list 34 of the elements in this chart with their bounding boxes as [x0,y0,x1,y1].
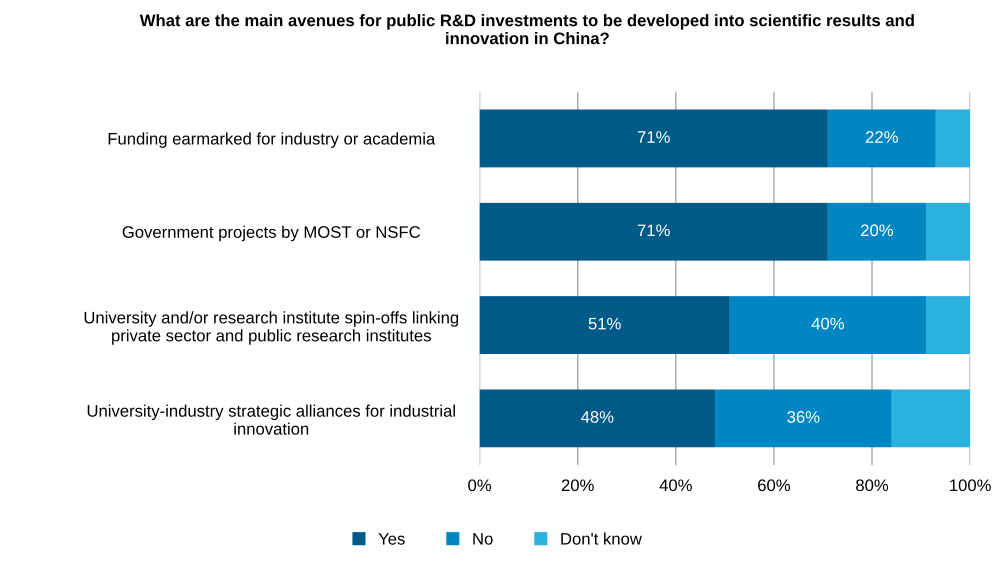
data-label: 51% [588,318,621,330]
data-label: 71% [638,224,670,236]
data-label: 71% [638,131,670,143]
bar [926,202,970,261]
bar [828,110,936,168]
y-tick-label: Funding earmarked for industry or academia [108,132,436,148]
data-label: 22% [866,131,898,143]
y-tick-label: University and/or research institute spin-offs linking private sector and public research institutes [84,311,458,345]
data-label: 48% [581,411,614,423]
chart-title: What are the main avenues for public R&D investments to be developed into scientific results and innovation in China? [140,14,914,44]
bar [715,389,892,448]
bar [480,389,716,448]
x-tick-label: 0% [468,479,492,492]
data-label: 36% [787,411,820,423]
y-tick-label: Government projects by MOST or NSFC [122,226,420,242]
x-tick-label: 100% [950,479,991,492]
x-tick-label: 40% [660,479,692,492]
bar [480,296,730,354]
data-label: 40% [812,318,844,330]
bar [926,296,970,354]
legend-label: Yes [378,533,405,545]
bar [936,110,970,168]
x-tick-label: 20% [562,479,594,492]
x-tick-label: 80% [856,479,888,492]
bar [828,202,926,261]
x-tick-label: 60% [758,479,790,492]
bar [730,296,926,354]
bar [892,389,970,448]
legend-label: No [473,533,493,545]
bar [480,202,828,261]
y-tick-label: University-industry strategic alliances for industrial innovation [88,404,455,435]
legend-label: Don't know [561,532,642,545]
data-label: 20% [861,224,894,236]
bar [480,110,828,168]
